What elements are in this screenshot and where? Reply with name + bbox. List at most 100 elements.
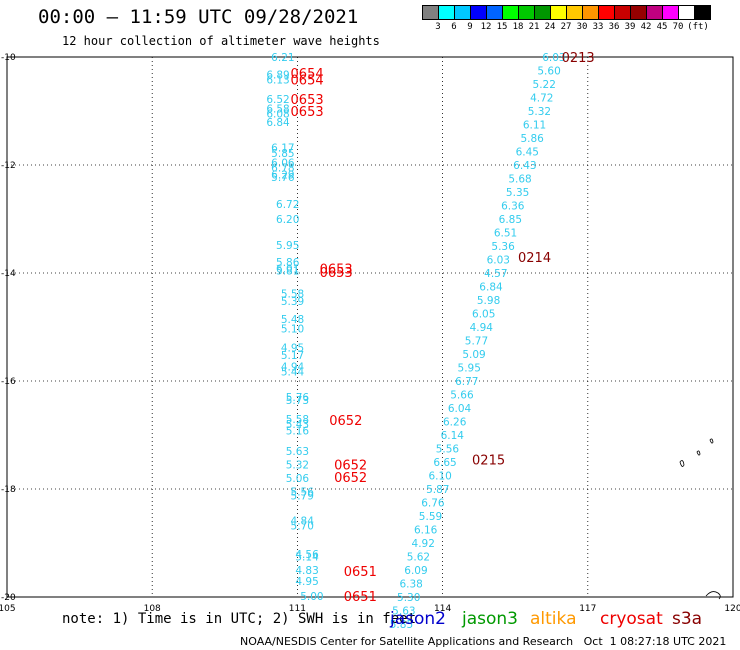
swh-value-label: 5.43 [286, 419, 309, 431]
pass-time-label: 0654 [291, 74, 324, 89]
color-scale-label: (ft) [687, 22, 709, 32]
swh-value-label: 5.32 [286, 460, 309, 472]
map-axis-labels: 105 108 111 114 117 120 -10 -12 -14 -16 -18 -20 [0, 53, 740, 614]
latitude-tick-label: -18 [1, 485, 16, 495]
swh-value-label: 5.32 [528, 106, 551, 118]
swh-value-label: 5.39 [281, 296, 304, 308]
color-scale-bar [422, 5, 711, 20]
swh-value-label: 6.11 [523, 120, 546, 132]
swh-value-label: 5.44 [281, 366, 305, 378]
swh-value-label: 5.98 [477, 295, 500, 307]
swh-value-label: 5.14 [295, 552, 319, 564]
swh-value-label: 5.95 [276, 240, 299, 252]
color-scale-label: 18 [512, 22, 524, 32]
swh-value-label: 6.04 [448, 403, 472, 415]
pass-time-label: 0653 [320, 266, 353, 281]
swh-value-label: 6.84 [479, 282, 503, 294]
swh-value-label: 6.36 [501, 201, 525, 213]
map-title: 00:00 – 11:59 UTC 09/28/2021 [38, 6, 359, 28]
swh-value-label: 5.86 [520, 133, 544, 145]
swh-value-label: 4.94 [281, 361, 305, 373]
swh-value-label: 5.35 [506, 187, 529, 199]
swh-value-label: 5.70 [291, 521, 314, 533]
color-scale-label: 33 [592, 22, 604, 32]
swh-value-label: 4.95 [281, 343, 304, 355]
swh-value-label: 5.17 [281, 350, 304, 362]
legend-item-cryosat: cryosat [600, 609, 663, 629]
credit-line: NOAA/NESDIS Center for Satellite Applica… [240, 635, 727, 648]
swh-value-label: 5.09 [462, 349, 485, 361]
swh-value-label: 5.63 [286, 446, 309, 458]
swh-value-label: 5.95 [458, 363, 481, 375]
swh-value-label: 6.52 [266, 94, 289, 106]
latitude-tick-label: -20 [1, 593, 16, 603]
swh-value-label: 4.56 [295, 549, 319, 561]
latitude-tick-label: -12 [1, 161, 16, 171]
swh-value-label: 5.87 [426, 484, 449, 496]
swh-value-label: 6.06 [271, 157, 295, 169]
swh-value-label: 5.48 [281, 314, 304, 326]
swh-observations: 6.216.896.136.526.586.086.846.175.856.06… [266, 52, 565, 631]
color-scale-label: 36 [608, 22, 620, 32]
swh-value-label: 5.56 [436, 444, 460, 456]
swh-value-label: 6.72 [276, 199, 299, 211]
color-scale-label: 21 [528, 22, 540, 32]
pass-time-label: 0654 [291, 67, 324, 82]
swh-value-label: 4.72 [530, 93, 553, 105]
color-scale-label: 24 [544, 22, 556, 32]
pass-time-label: 0652 [329, 414, 362, 429]
swh-value-label: 6.78 [271, 163, 294, 175]
swh-value-label: 5.73 [286, 395, 309, 407]
swh-value-label: 5.06 [286, 473, 310, 485]
longitude-tick-label: 105 [0, 604, 16, 614]
color-scale-label: 45 [656, 22, 668, 32]
pass-time-labels: 0213021402150654065406530653065306530652… [291, 51, 595, 605]
swh-value-label: 6.58 [266, 103, 289, 115]
swh-value-label: 5.16 [286, 426, 310, 438]
pass-time-label: 0653 [291, 105, 324, 120]
pass-time-label: 0652 [334, 471, 367, 486]
longitude-tick-label: 120 [724, 604, 740, 614]
swh-value-label: 6.45 [516, 147, 539, 159]
pass-time-label: 0651 [344, 590, 377, 605]
color-scale-label: 42 [640, 22, 652, 32]
coastline [679, 438, 721, 600]
swh-value-label: 6.76 [421, 498, 445, 510]
longitude-tick-label: 111 [289, 604, 306, 614]
latitude-tick-label: -16 [1, 377, 16, 387]
swh-value-label: 6.20 [276, 214, 299, 226]
swh-value-label: 5.86 [276, 257, 300, 269]
swh-value-label: 6.85 [499, 214, 522, 226]
color-swatch [694, 5, 711, 20]
swh-value-label: 4.94 [470, 322, 494, 334]
swh-value-label: 6.51 [494, 228, 517, 240]
swh-value-label: 6.09 [404, 565, 427, 577]
color-scale-label: 3 [435, 22, 441, 32]
swh-value-label: 6.21 [271, 52, 294, 64]
longitude-tick-label: 114 [434, 604, 451, 614]
color-scale-label: 15 [496, 22, 508, 32]
swh-value-label: 5.58 [281, 289, 304, 301]
swh-value-label: 6.05 [472, 309, 495, 321]
pass-time-label: 0653 [320, 263, 353, 278]
color-scale-label: 12 [480, 22, 492, 32]
swh-value-label: 5.85 [271, 148, 294, 160]
swh-value-label: 5.59 [419, 511, 442, 523]
color-scale-label: 9 [467, 22, 473, 32]
swh-value-label: 5.76 [271, 172, 295, 184]
map-grid [6, 56, 734, 598]
pass-time-label: 0215 [472, 453, 505, 468]
map-frame [6, 56, 734, 598]
pass-time-label: 0653 [291, 93, 324, 108]
swh-value-label: 5.76 [286, 392, 310, 404]
swh-value-label: 5.62 [407, 552, 430, 564]
swh-value-label: 5.60 [537, 66, 560, 78]
swh-value-label: 6.08 [266, 109, 289, 121]
swh-value-label: 6.29 [271, 170, 294, 182]
color-scale-label: 39 [624, 22, 636, 32]
footnote: note: 1) Time is in UTC; 2) SWH is in fe… [62, 611, 417, 627]
swh-value-label: 5.00 [300, 591, 323, 603]
swh-value-label: 6.65 [433, 457, 456, 469]
swh-value-label: 5.77 [465, 336, 488, 348]
